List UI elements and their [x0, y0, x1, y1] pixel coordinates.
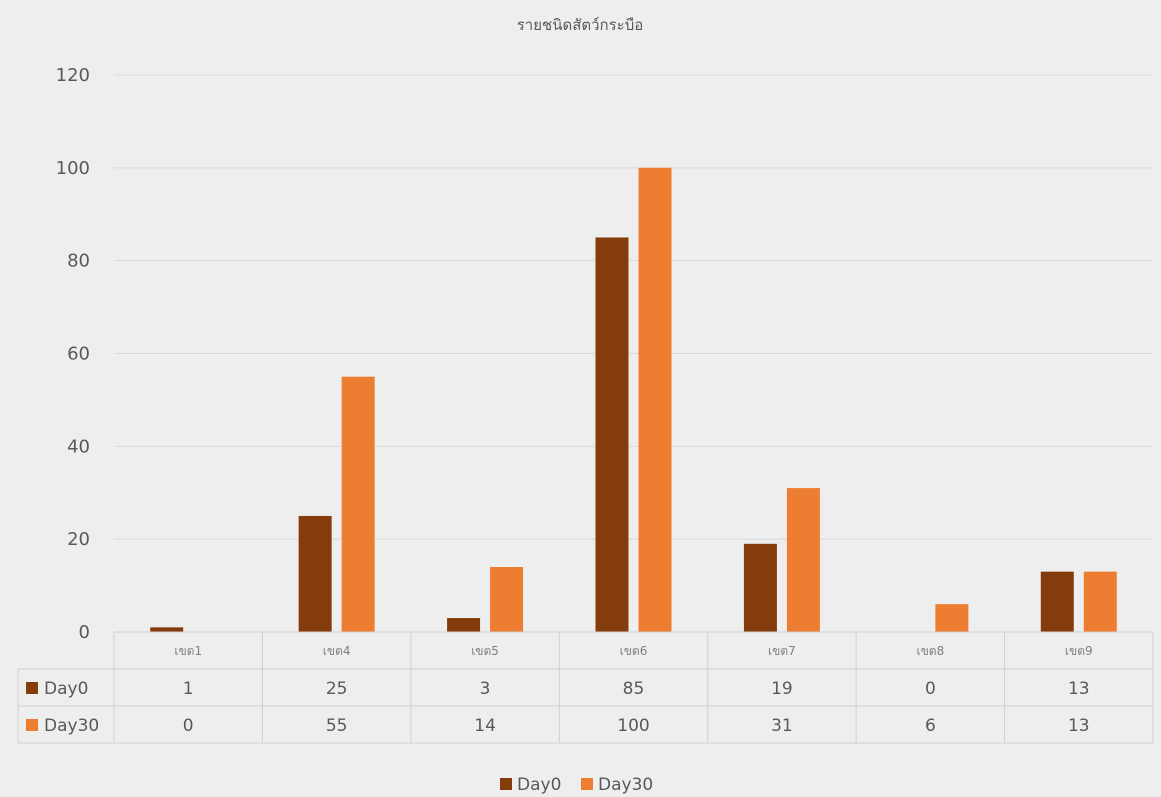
bar-day0	[298, 515, 332, 632]
table-cell-value: 14	[474, 716, 496, 736]
table-cell-value: 19	[771, 679, 793, 699]
y-tick-label: 20	[67, 529, 90, 550]
legend-label: Day0	[517, 775, 561, 795]
bar-day30	[786, 488, 820, 632]
x-tick-label: เขต1	[174, 644, 202, 658]
table-cell-value: 3	[480, 679, 491, 699]
table-cell-value: 100	[617, 716, 649, 736]
x-tick-label: เขต7	[768, 644, 796, 658]
x-tick-label: เขต9	[1065, 644, 1093, 658]
table-cell-value: 0	[183, 716, 194, 736]
data-table: เขต1 เขต4 เขต5 เขต6 เขต7 เขต8 เขต9 Day0 1 25 3 85 19…	[17, 631, 1154, 744]
y-tick-label: 40	[67, 436, 90, 457]
table-cell-value: 13	[1068, 679, 1090, 699]
y-tick-label: 60	[67, 344, 90, 365]
table-legend-key	[26, 682, 38, 694]
table-cell-value: 25	[326, 679, 348, 699]
bars	[150, 167, 1117, 633]
table-cell-value: 85	[623, 679, 645, 699]
bar-day0	[150, 627, 184, 632]
table-series-label: Day0	[44, 679, 88, 699]
table-cell-value: 13	[1068, 716, 1090, 736]
bar-day0	[595, 237, 629, 633]
table-cell-value: 55	[326, 716, 348, 736]
y-tick-label: 80	[67, 251, 90, 272]
legend-label: Day30	[598, 775, 653, 795]
y-axis-tick-labels: 0 20 40 60 80 100 120	[56, 65, 90, 643]
table-cell-value: 6	[925, 716, 936, 736]
bar-day0	[1040, 571, 1074, 632]
bar-day0	[447, 618, 481, 632]
bar-day30	[1083, 571, 1117, 632]
bar-day0	[743, 543, 777, 632]
gridlines	[114, 74, 1153, 540]
x-tick-label: เขต6	[620, 644, 648, 658]
legend-swatch	[500, 778, 512, 790]
legend: Day0 Day30	[500, 775, 653, 795]
bar-day30	[638, 167, 672, 633]
y-tick-label: 120	[56, 65, 90, 86]
y-tick-label: 100	[56, 158, 90, 179]
x-tick-label: เขต4	[323, 644, 351, 658]
table-cell-value: 31	[771, 716, 793, 736]
table-cell-value: 1	[183, 679, 194, 699]
bar-day30	[935, 604, 969, 632]
table-series-label: Day30	[44, 716, 99, 736]
chart-title: รายชนิดสัตว์กระบือ	[517, 16, 644, 34]
table-legend-key	[26, 719, 38, 731]
x-tick-label: เขต5	[471, 644, 499, 658]
x-tick-label: เขต8	[916, 644, 944, 658]
table-cell-value: 0	[925, 679, 936, 699]
bar-day30	[490, 567, 524, 632]
bar-day30	[341, 376, 375, 632]
legend-swatch	[581, 778, 593, 790]
y-tick-label: 0	[79, 622, 90, 643]
